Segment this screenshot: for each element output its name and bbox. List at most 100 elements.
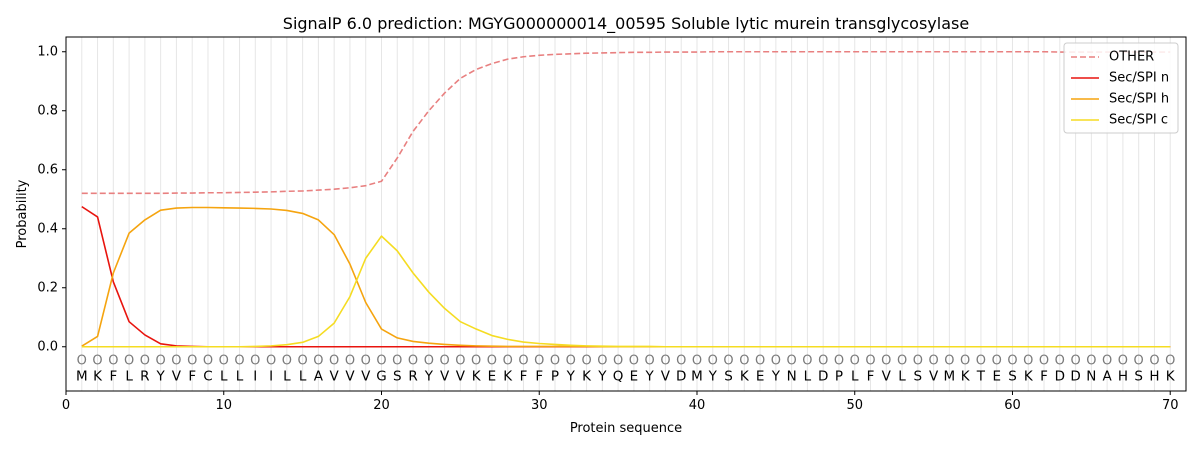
sequence-residue: Y <box>771 368 781 384</box>
position-marker: O <box>361 353 371 368</box>
sequence-residue: K <box>1166 368 1176 384</box>
y-tick-label: 0.0 <box>37 339 58 354</box>
position-marker: O <box>771 353 781 368</box>
sequence-residue: V <box>361 368 371 384</box>
position-marker: O <box>408 353 418 368</box>
position-marker: O <box>802 353 812 368</box>
sequence-residue: Y <box>566 368 576 384</box>
y-tick-label: 0.6 <box>37 162 58 177</box>
position-marker: O <box>928 353 938 368</box>
sequence-residue: F <box>109 368 117 384</box>
x-tick-label: 70 <box>1162 398 1179 413</box>
sequence-residue: L <box>220 368 228 384</box>
sequence-residue: K <box>1024 368 1034 384</box>
sequence-residue: Y <box>424 368 434 384</box>
sequence-residue: D <box>818 368 828 384</box>
legend-entry: OTHER <box>1109 50 1154 65</box>
position-marker: O <box>676 353 686 368</box>
chart-title: SignalP 6.0 prediction: MGYG000000014_00… <box>283 14 969 34</box>
x-tick-label: 0 <box>62 398 70 413</box>
position-marker: O <box>487 353 497 368</box>
position-marker: O <box>1055 353 1065 368</box>
position-marker: O <box>534 353 544 368</box>
position-marker: O <box>976 353 986 368</box>
position-marker: O <box>1165 353 1175 368</box>
position-marker: O <box>613 353 623 368</box>
sequence-residue: K <box>503 368 513 384</box>
position-marker: O <box>424 353 434 368</box>
sequence-residue: F <box>188 368 196 384</box>
position-marker: O <box>755 353 765 368</box>
sequence-residue: G <box>376 368 386 384</box>
position-marker: O <box>471 353 481 368</box>
x-tick-label: 60 <box>1004 398 1021 413</box>
sequence-residue: V <box>330 368 340 384</box>
sequence-residue: H <box>1118 368 1128 384</box>
sequence-residue: K <box>472 368 482 384</box>
position-marker: O <box>992 353 1002 368</box>
position-marker: O <box>203 353 213 368</box>
position-marker: O <box>1007 353 1017 368</box>
sequence-residue: I <box>253 368 257 384</box>
series-layer <box>81 50 1171 348</box>
series-line <box>81 235 1171 348</box>
sequence-residue: F <box>867 368 875 384</box>
position-marker: O <box>298 353 308 368</box>
sequence-residue: T <box>976 368 986 384</box>
x-tick-label: 50 <box>846 398 863 413</box>
position-marker: O <box>282 353 292 368</box>
x-tick-label: 10 <box>215 398 232 413</box>
sequence-residue: S <box>1008 368 1017 384</box>
position-marker: O <box>376 353 386 368</box>
position-marker: O <box>897 353 907 368</box>
position-marker: O <box>692 353 702 368</box>
sequence-residue: I <box>269 368 273 384</box>
sequence-residue: P <box>835 368 843 384</box>
position-marker: O <box>645 353 655 368</box>
sequence-residue: L <box>851 368 859 384</box>
sequence-residue: S <box>724 368 733 384</box>
position-marker: O <box>818 353 828 368</box>
sequence-residue: R <box>408 368 417 384</box>
sequence-residue: V <box>882 368 892 384</box>
sequence-residue: N <box>787 368 797 384</box>
legend-entry: Sec/SPI h <box>1109 92 1169 107</box>
position-marker: O <box>1039 353 1049 368</box>
sequence-residue: S <box>1134 368 1143 384</box>
legend: OTHER Sec/SPI n Sec/SPI h Sec/SPI c <box>1063 42 1179 134</box>
position-marker: O <box>581 353 591 368</box>
sequence-residue: M <box>944 368 956 384</box>
sequence-residue: Y <box>708 368 718 384</box>
y-axis-label: Probability <box>15 179 30 248</box>
position-marker: O <box>518 353 528 368</box>
position-marker: O <box>739 353 749 368</box>
position-marker: O <box>250 353 260 368</box>
sequence-residue: L <box>125 368 133 384</box>
sequence-residue: K <box>93 368 103 384</box>
x-tick-label: 20 <box>373 398 390 413</box>
sequence-residue: E <box>992 368 1001 384</box>
sequence-residue: E <box>756 368 765 384</box>
position-marker: O <box>171 353 181 368</box>
position-marker: O <box>92 353 102 368</box>
sequence-residue: A <box>1103 368 1113 384</box>
series-line <box>81 50 1171 195</box>
sequence-residue: V <box>345 368 355 384</box>
sequence-residue: F <box>520 368 528 384</box>
position-marker: O <box>313 353 323 368</box>
sequence-residue: D <box>676 368 686 384</box>
position-marker: O <box>503 353 513 368</box>
position-marker: O <box>219 353 229 368</box>
position-marker: O <box>1149 353 1159 368</box>
sequence-residue: V <box>929 368 939 384</box>
sequence-residue: F <box>1040 368 1048 384</box>
sequence-residue: L <box>898 368 906 384</box>
y-tick-label: 0.4 <box>37 221 58 236</box>
sequence-residue: M <box>691 368 703 384</box>
position-marker: O <box>865 353 875 368</box>
position-marker: O <box>723 353 733 368</box>
x-axis: 0 10 20 30 40 50 60 70 <box>62 391 1179 413</box>
sequence-residue: Q <box>613 368 624 384</box>
sequence-residue: V <box>456 368 466 384</box>
